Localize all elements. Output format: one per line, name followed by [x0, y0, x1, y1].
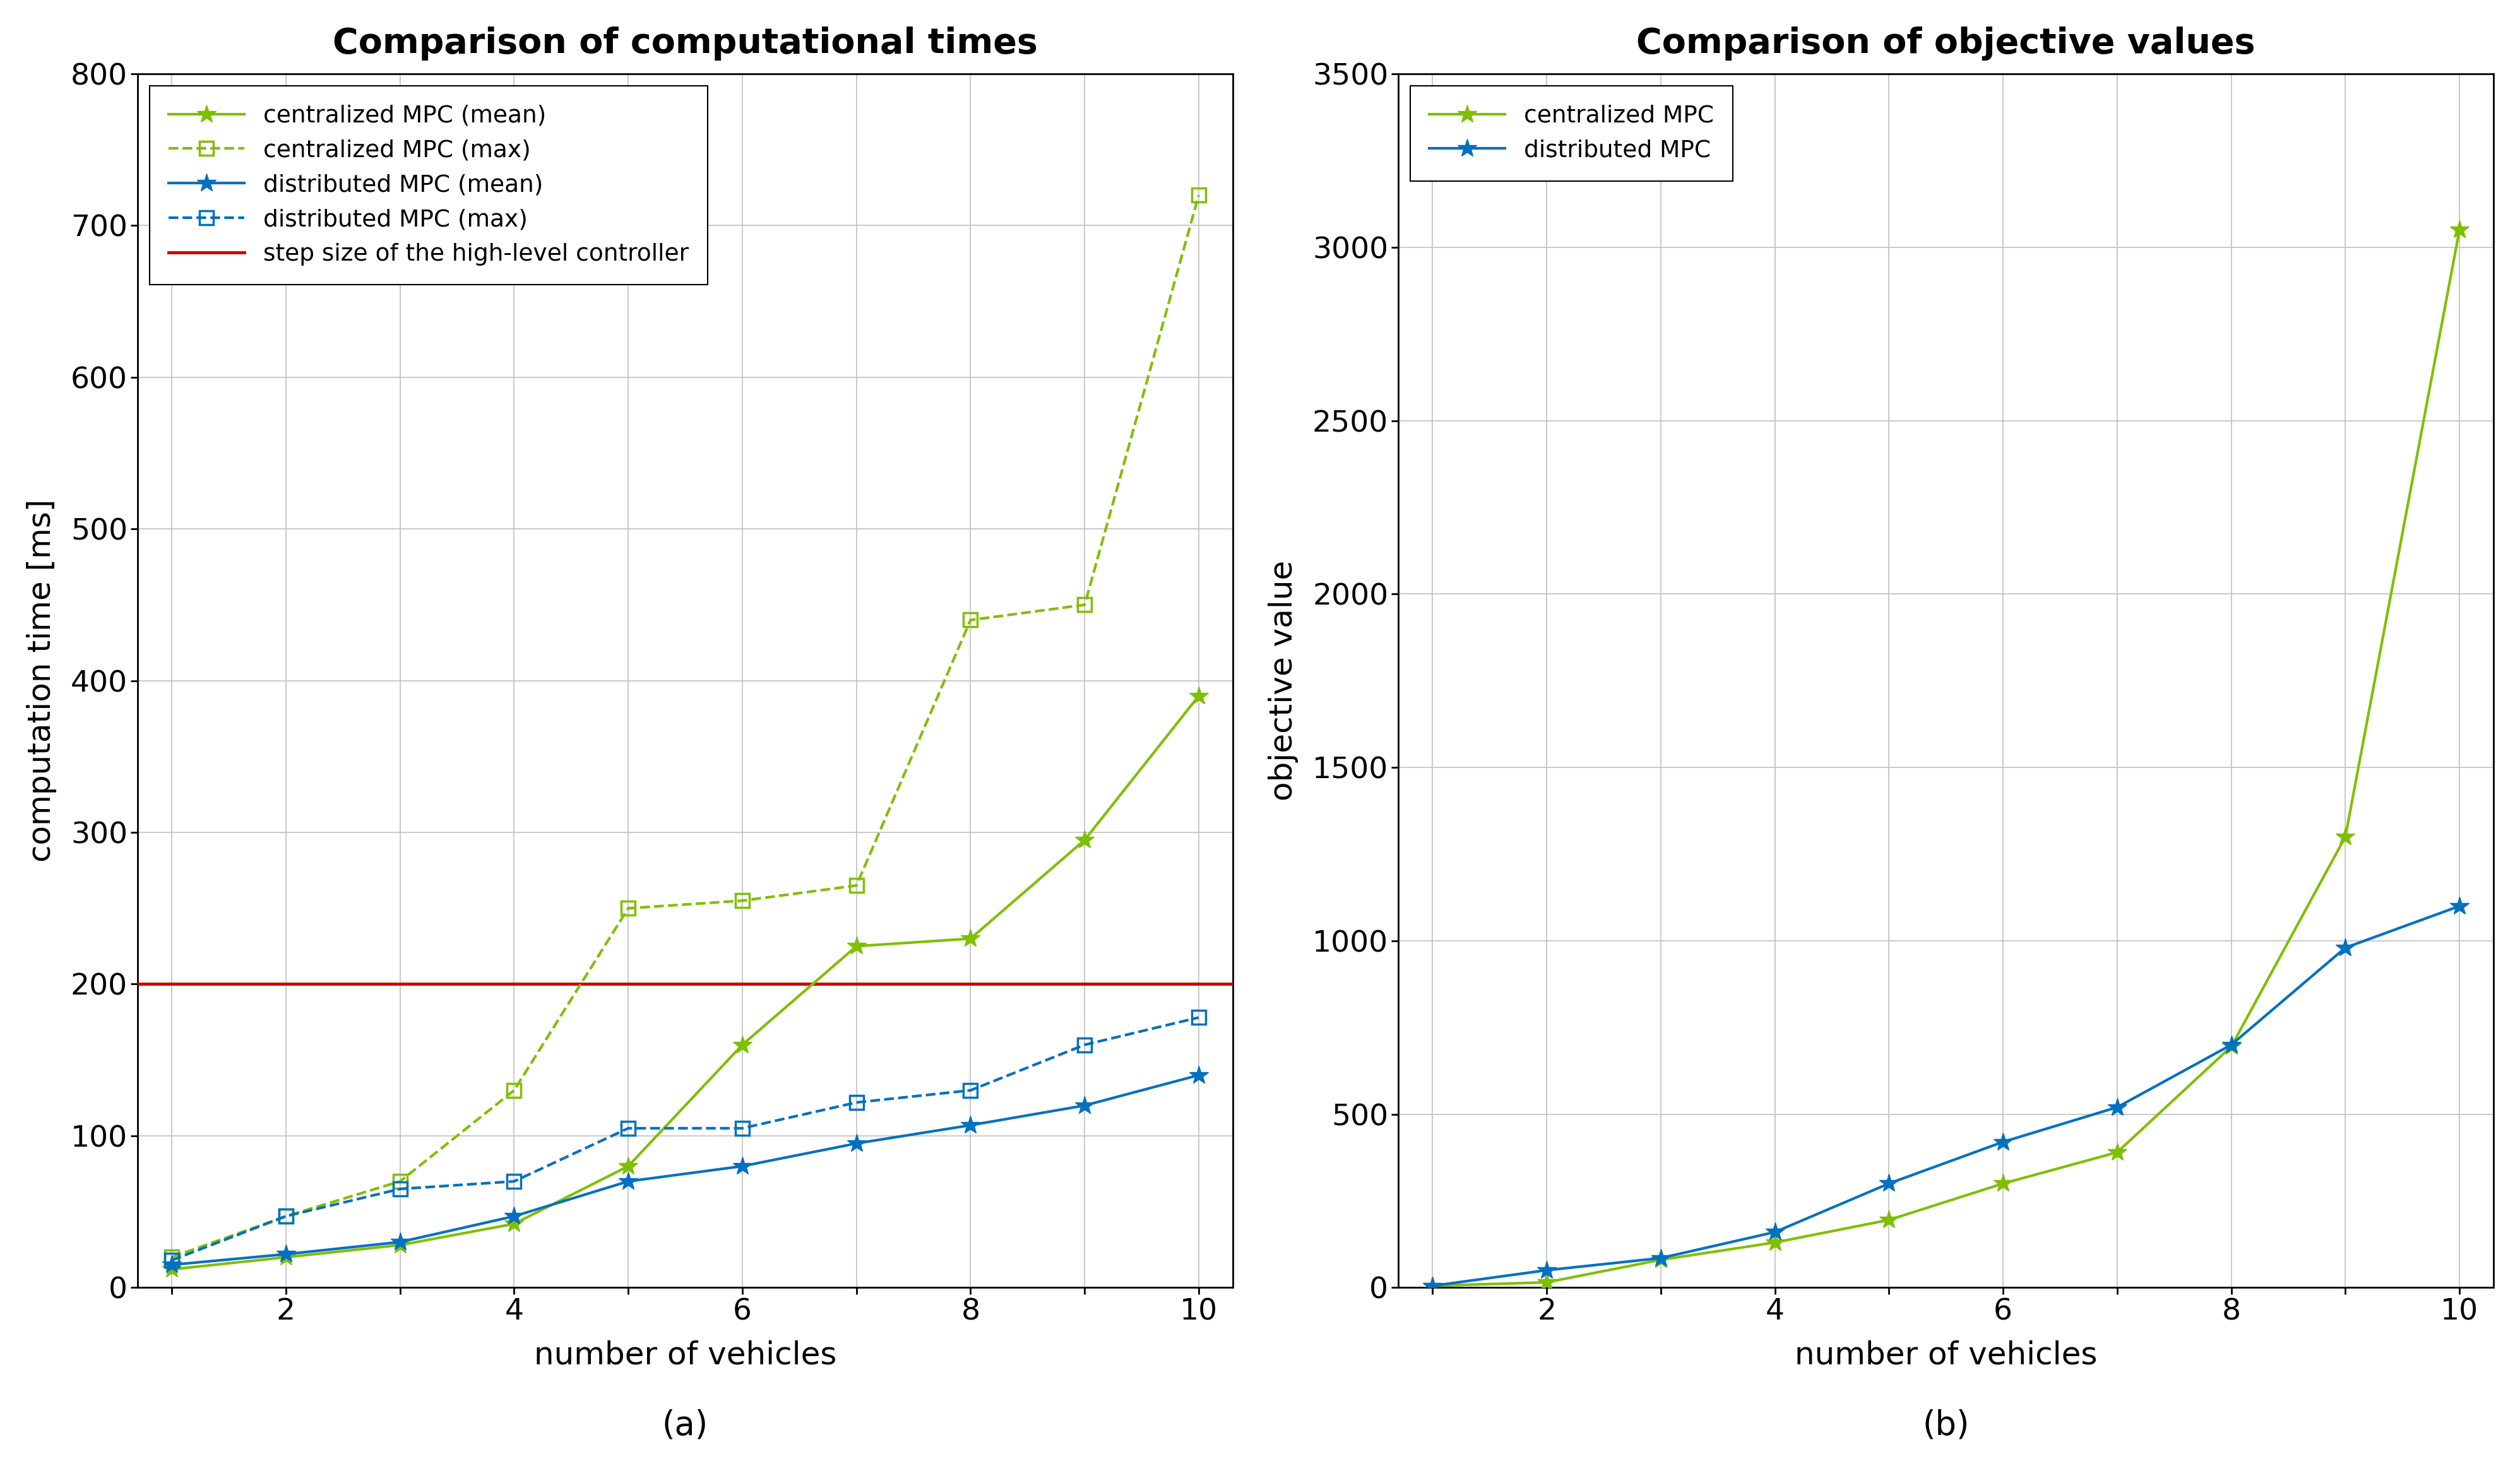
- distributed MPC: [1988, 1134, 2019, 1151]
- step size of the high-level controller: [43, 976, 73, 994]
- distributed MPC (max): [1184, 1008, 1215, 1026]
- Text: (a): (a): [663, 1409, 708, 1441]
- centralized MPC (mean): [1184, 687, 1215, 705]
- distributed MPC (mean): [1184, 1067, 1215, 1084]
- centralized MPC (max): [1184, 187, 1215, 204]
- centralized MPC (max): [156, 1249, 186, 1266]
- centralized MPC: [2444, 222, 2475, 239]
- centralized MPC (mean): [612, 1157, 643, 1174]
- distributed MPC (mean): [842, 1135, 872, 1153]
- Line: centralized MPC (max): centralized MPC (max): [164, 188, 1205, 1263]
- Title: Comparison of computational times: Comparison of computational times: [333, 26, 1038, 60]
- X-axis label: number of vehicles: number of vehicles: [534, 1339, 837, 1370]
- distributed MPC (max): [955, 1081, 985, 1099]
- centralized MPC: [2215, 1037, 2245, 1055]
- Line: distributed MPC (mean): distributed MPC (mean): [161, 1065, 1210, 1274]
- distributed MPC: [2331, 940, 2361, 957]
- Y-axis label: objective value: objective value: [1268, 560, 1298, 801]
- centralized MPC (mean): [156, 1261, 186, 1278]
- distributed MPC: [1532, 1262, 1562, 1280]
- centralized MPC (max): [612, 900, 643, 918]
- distributed MPC (max): [386, 1180, 416, 1198]
- centralized MPC (mean): [728, 1036, 759, 1053]
- distributed MPC (mean): [270, 1246, 300, 1263]
- centralized MPC (mean): [499, 1215, 529, 1233]
- centralized MPC (max): [499, 1081, 529, 1099]
- Line: centralized MPC: centralized MPC: [1424, 220, 2470, 1296]
- distributed MPC: [2102, 1099, 2132, 1116]
- centralized MPC: [1988, 1174, 2019, 1192]
- Line: centralized MPC (mean): centralized MPC (mean): [161, 686, 1210, 1280]
- centralized MPC (max): [386, 1173, 416, 1191]
- distributed MPC (mean): [955, 1116, 985, 1134]
- centralized MPC (mean): [842, 938, 872, 956]
- distributed MPC (mean): [386, 1233, 416, 1250]
- centralized MPC: [1532, 1274, 1562, 1291]
- step size of the high-level controller: [156, 976, 186, 994]
- distributed MPC (max): [499, 1173, 529, 1191]
- distributed MPC (max): [1068, 1036, 1099, 1053]
- distributed MPC (mean): [156, 1256, 186, 1274]
- distributed MPC (max): [156, 1252, 186, 1269]
- Y-axis label: computation time [ms]: computation time [ms]: [25, 499, 55, 862]
- X-axis label: number of vehicles: number of vehicles: [1794, 1339, 2097, 1370]
- centralized MPC: [2331, 829, 2361, 846]
- distributed MPC (mean): [728, 1157, 759, 1174]
- distributed MPC (mean): [1068, 1097, 1099, 1115]
- centralized MPC (max): [955, 611, 985, 629]
- centralized MPC: [1759, 1234, 1789, 1252]
- centralized MPC: [1875, 1211, 1905, 1228]
- Title: Comparison of objective values: Comparison of objective values: [1635, 26, 2255, 60]
- centralized MPC (max): [728, 891, 759, 909]
- Line: distributed MPC (max): distributed MPC (max): [164, 1011, 1205, 1268]
- centralized MPC (mean): [386, 1236, 416, 1253]
- centralized MPC (mean): [270, 1249, 300, 1266]
- centralized MPC (mean): [955, 929, 985, 947]
- centralized MPC (max): [1068, 597, 1099, 614]
- centralized MPC: [2102, 1144, 2132, 1161]
- centralized MPC (max): [842, 877, 872, 894]
- centralized MPC (mean): [1068, 832, 1099, 849]
- distributed MPC: [2444, 897, 2475, 915]
- distributed MPC: [1875, 1174, 1905, 1192]
- Legend: centralized MPC (mean), centralized MPC (max), distributed MPC (mean), distribut: centralized MPC (mean), centralized MPC …: [149, 86, 708, 285]
- distributed MPC: [2215, 1036, 2245, 1053]
- distributed MPC (mean): [612, 1173, 643, 1191]
- distributed MPC: [1416, 1277, 1446, 1294]
- distributed MPC (mean): [499, 1208, 529, 1226]
- distributed MPC (max): [842, 1094, 872, 1112]
- distributed MPC: [1646, 1249, 1676, 1266]
- distributed MPC: [1759, 1223, 1789, 1240]
- distributed MPC (max): [270, 1208, 300, 1226]
- centralized MPC (max): [270, 1208, 300, 1226]
- centralized MPC: [1416, 1277, 1446, 1294]
- centralized MPC: [1646, 1250, 1676, 1268]
- Legend: centralized MPC, distributed MPC: centralized MPC, distributed MPC: [1411, 86, 1734, 181]
- distributed MPC (max): [612, 1119, 643, 1137]
- Line: distributed MPC: distributed MPC: [1424, 896, 2470, 1296]
- distributed MPC (max): [728, 1119, 759, 1137]
- Text: (b): (b): [1923, 1409, 1971, 1441]
